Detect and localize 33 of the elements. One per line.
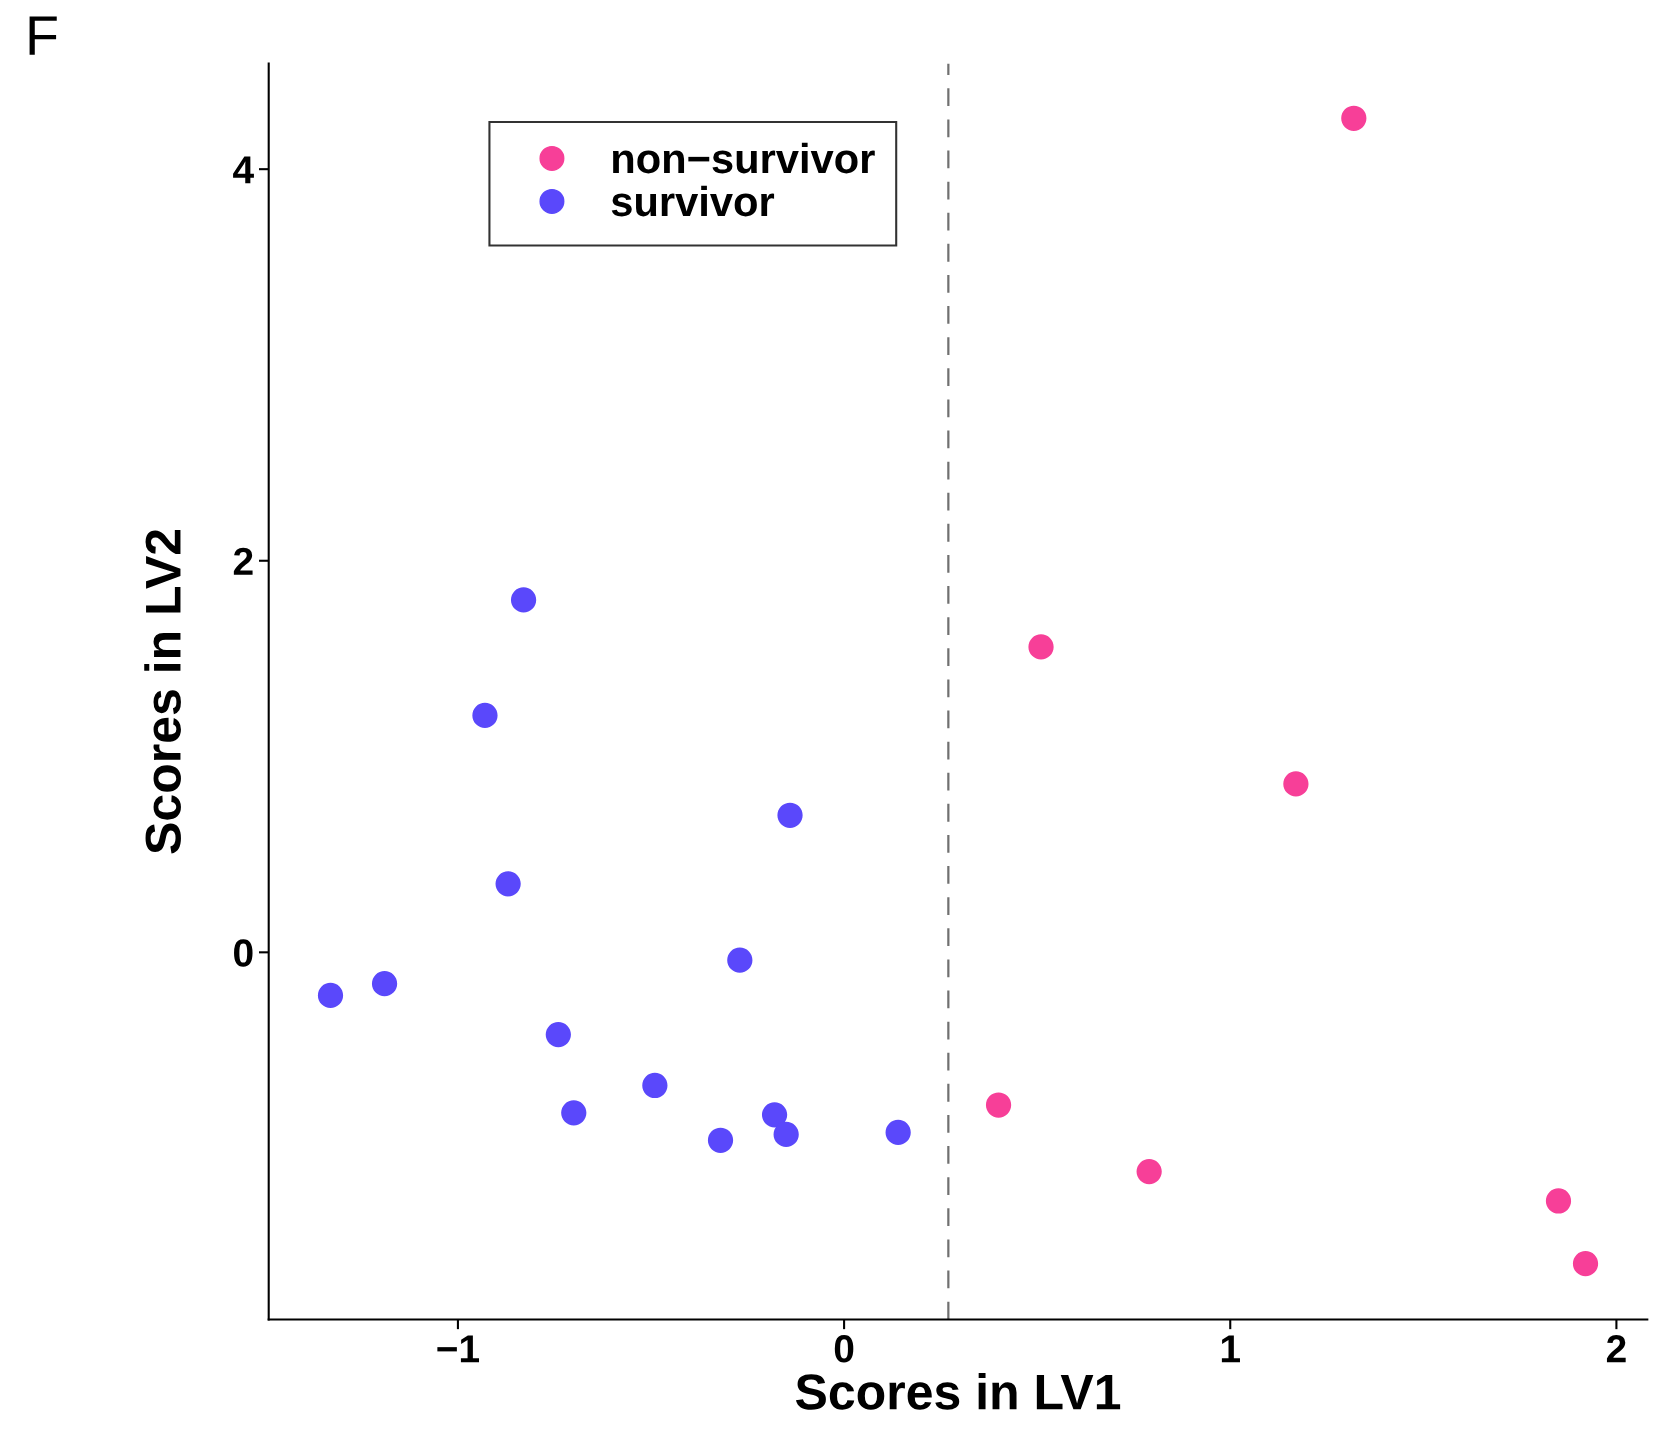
point (371, 971, 398, 997)
point (472, 702, 498, 729)
point (1545, 1188, 1572, 1214)
point (1283, 771, 1309, 797)
point (1028, 634, 1054, 660)
legend-label: survivor (611, 185, 775, 217)
y-tick-label: 2 (233, 547, 253, 575)
x-tick-label: 0 (834, 1335, 854, 1363)
legend-label: non−survivor (613, 142, 875, 174)
point (707, 1127, 734, 1153)
text: F (29, 16, 57, 55)
point (317, 982, 344, 1009)
point (761, 1102, 788, 1128)
point (1341, 105, 1367, 131)
x-axis-title: Scores in LV1 (795, 1373, 1121, 1410)
point (727, 947, 753, 973)
point (642, 1072, 668, 1099)
point (773, 1121, 799, 1148)
point (561, 1100, 587, 1126)
x-tick-label: 1 (1221, 1335, 1240, 1363)
point (885, 1119, 911, 1146)
y-tick-label: 4 (233, 156, 254, 184)
point (985, 1092, 1012, 1118)
x-tick-label: −1 (437, 1335, 480, 1363)
point (495, 871, 521, 897)
point (1136, 1158, 1162, 1185)
point (1572, 1251, 1599, 1277)
point (510, 587, 537, 613)
point (777, 802, 803, 828)
y-axis-title: Scores in LV2 (144, 529, 181, 854)
x-tick-label: 2 (1606, 1335, 1626, 1363)
point (545, 1021, 571, 1048)
y-tick-label: 0 (234, 939, 253, 967)
